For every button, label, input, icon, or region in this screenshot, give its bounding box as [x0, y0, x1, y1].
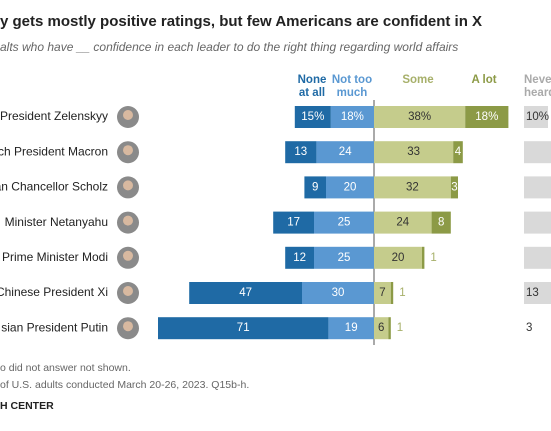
bar	[314, 211, 374, 234]
value-label: 20	[344, 181, 357, 193]
value-label: 17	[287, 217, 300, 229]
value-label: 20	[392, 252, 405, 264]
legend-label: None	[298, 74, 327, 86]
bar	[189, 282, 302, 304]
bar	[330, 106, 374, 128]
value-label: 13	[526, 287, 539, 299]
bar	[453, 141, 463, 164]
bar	[285, 141, 317, 164]
value-label: 1	[430, 252, 436, 264]
value-label: 19	[345, 322, 358, 334]
value-label: 7	[379, 287, 385, 299]
value-label: 71	[237, 322, 250, 334]
value-label: 8	[438, 217, 444, 229]
bar	[524, 282, 551, 304]
bar	[450, 176, 458, 199]
bar	[374, 141, 454, 164]
category-label: Minister Netanyahu	[5, 215, 108, 229]
bar	[374, 246, 422, 269]
value-label: 38%	[408, 111, 431, 123]
leader-photo-face	[123, 286, 133, 296]
leader-photo-face	[123, 321, 133, 332]
bar	[273, 211, 314, 234]
value-label: 4	[455, 146, 462, 158]
leader-photo-face	[123, 145, 133, 156]
subtitle: alts who have __ confidence in each lead…	[0, 40, 458, 54]
value-label: 12	[293, 252, 306, 264]
bar	[285, 246, 314, 269]
value-label: 24	[339, 146, 352, 158]
category-label: sian President Putin	[1, 320, 108, 334]
value-label: 10%	[526, 111, 549, 123]
legend-label: Not too	[332, 74, 372, 86]
bar	[431, 211, 451, 234]
note: of U.S. adults conducted March 20-26, 20…	[0, 379, 249, 391]
bar	[302, 282, 374, 304]
bar	[328, 317, 374, 340]
bar	[374, 211, 432, 234]
leader-photo-face	[123, 215, 133, 226]
chart-title: y gets mostly positive ratings, but few …	[0, 13, 482, 30]
legend-label: Neve	[524, 74, 551, 86]
value-label: 30	[332, 287, 345, 299]
value-label: 6	[378, 322, 384, 334]
leader-photo-face	[123, 180, 133, 191]
leader-photo-face	[123, 110, 133, 120]
value-label: 18%	[341, 111, 364, 123]
value-label: 1	[397, 322, 403, 334]
legend-label: at all	[299, 87, 325, 99]
legend-label: heard	[524, 87, 551, 99]
bar	[390, 282, 394, 304]
value-label: 33	[407, 146, 420, 158]
note: o did not answer not shown.	[0, 362, 131, 374]
value-label: 15%	[301, 111, 324, 123]
bar	[422, 246, 425, 269]
category-label: Chinese President Xi	[0, 285, 108, 299]
bar	[524, 106, 548, 128]
bar	[326, 176, 374, 199]
value-label: 3	[451, 181, 457, 193]
bar	[524, 176, 551, 199]
bar	[524, 141, 551, 164]
value-label: 24	[396, 217, 409, 229]
value-label: 3	[526, 322, 532, 334]
category-label: ch President Macron	[0, 144, 108, 158]
value-label: 13	[294, 146, 307, 158]
bar	[524, 211, 551, 234]
bar	[374, 176, 451, 199]
bar	[304, 176, 326, 199]
bar	[294, 106, 331, 128]
legend-label: much	[337, 87, 368, 99]
value-label: 9	[312, 181, 318, 193]
bar	[388, 317, 391, 340]
value-label: 1	[399, 287, 405, 299]
legend-label: Some	[402, 74, 433, 86]
bar	[465, 106, 509, 128]
legend-label: A lot	[471, 74, 496, 86]
value-label: 32	[406, 181, 419, 193]
source-brand: H CENTER	[0, 400, 54, 412]
category-label: President Zelenskyy	[0, 109, 108, 123]
value-label: 25	[338, 217, 351, 229]
value-label: 25	[338, 252, 351, 264]
bar	[374, 106, 466, 128]
bar	[374, 317, 389, 340]
bar	[524, 246, 551, 269]
category-label: Prime Minister Modi	[2, 250, 108, 264]
bar	[314, 246, 374, 269]
bar	[374, 282, 391, 304]
leader-photo-face	[123, 250, 133, 261]
value-label: 18%	[475, 111, 498, 123]
bar	[316, 141, 374, 164]
category-label: an Chancellor Scholz	[0, 180, 108, 194]
value-label: 47	[239, 287, 252, 299]
bar	[158, 317, 329, 340]
